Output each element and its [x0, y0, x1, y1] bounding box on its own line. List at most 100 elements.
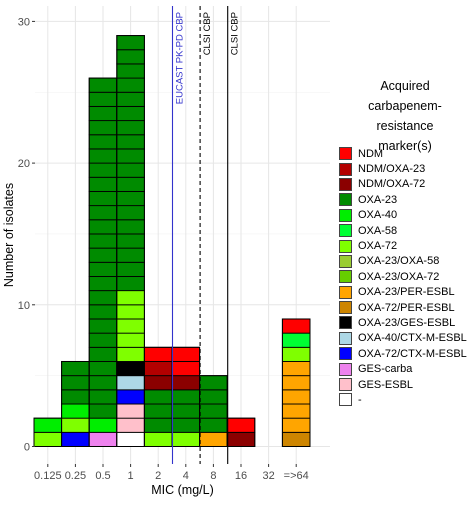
- bar-segment-oxa-23-0.5: [88, 77, 118, 93]
- legend-key: [339, 378, 352, 392]
- legend-key: [339, 147, 352, 161]
- bar-segment-oxa-23-4: [171, 389, 201, 405]
- bar-segment-oxa-72-1: [116, 290, 145, 306]
- x-tick-label: 16: [235, 470, 247, 482]
- legend-title: Acquired carbapenem- resistance marker(s…: [368, 79, 442, 153]
- bar-segment-ndm-oxa-72-4: [171, 375, 201, 391]
- bar-segment-oxa-72-1: [116, 346, 145, 362]
- legend-item: OXA-23/PER-ESBL: [339, 285, 467, 300]
- bar-segment-oxa-23-0.5: [88, 375, 118, 391]
- y-tick-label: 0: [24, 442, 30, 454]
- bar-segment-oxa-23-0.5: [88, 190, 118, 207]
- bar-segment-ndm-=>64: [281, 318, 311, 334]
- legend-label: OXA-23: [358, 193, 398, 206]
- x-tick-label: 1: [128, 470, 134, 482]
- legend-item: OXA-23/OXA-58: [339, 254, 467, 269]
- legend-item: OXA-23: [339, 192, 467, 207]
- legend-label: GES-ESBL: [358, 378, 414, 391]
- legend-key: [339, 224, 352, 238]
- legend-label: OXA-72: [358, 240, 398, 253]
- bar-segment-ndm-oxa-72-16: [226, 431, 256, 447]
- bar-segment-oxa-23-per-esbl-8: [199, 431, 228, 447]
- legend-key: [339, 285, 352, 299]
- bar-segment-oxa-23-1: [116, 91, 145, 107]
- legend-label: GES-carba: [358, 363, 413, 376]
- legend-item: OXA-40: [339, 208, 467, 223]
- x-tick-label: 0.25: [65, 470, 86, 482]
- x-tick-label: 8: [210, 470, 216, 482]
- bar-segment-ges-esbl-1: [116, 403, 145, 419]
- bar-segment-oxa-23-ges-esbl-1: [116, 361, 145, 377]
- bar-segment-oxa-23-1: [116, 276, 145, 292]
- legend-key: [339, 316, 352, 330]
- bar-segment-oxa-72-0.25: [61, 417, 90, 433]
- bar-outline: [281, 318, 311, 447]
- bar-segment-oxa-23-1: [116, 148, 145, 164]
- bar-segment-oxa-23-0.5: [88, 205, 118, 221]
- bar-segment-oxa-23-4: [171, 417, 201, 433]
- bar-segment-oxa-23-0.5: [88, 389, 118, 405]
- legend-label: NDM: [358, 147, 384, 160]
- legend-item: OXA-23/OXA-72: [339, 269, 467, 284]
- bar-segment-oxa-23-2: [143, 417, 173, 433]
- legend-key: [339, 301, 352, 315]
- legend-item: GES-carba: [339, 361, 467, 376]
- bar-segment-oxa-23-0.5: [88, 304, 118, 320]
- bar-segment-oxa-23-1: [116, 261, 145, 277]
- bar-segment-oxa-23-per-esbl-=>64: [281, 361, 311, 377]
- bar-segment-oxa-23-1: [116, 49, 145, 65]
- bar-segment-ndm-oxa-72-2: [143, 375, 173, 391]
- bar-segment-oxa-23-1: [116, 190, 145, 207]
- legend-label: OXA-23/OXA-72: [358, 270, 440, 283]
- legend-item: NDM/OXA-72: [339, 177, 467, 192]
- bar-segment-oxa-72-4: [171, 431, 201, 447]
- bar-segment-oxa-23-2: [143, 403, 173, 419]
- bar-segment-oxa-23-1: [116, 134, 145, 150]
- legend-item: GES-ESBL: [339, 377, 467, 392]
- x-tick-label: 2: [155, 470, 161, 482]
- legend-label: OXA-58: [358, 224, 398, 237]
- bar-segment-ges-carba-0.5: [88, 431, 118, 447]
- bar-segment-oxa-72-ctx-m-esbl-1: [116, 389, 145, 405]
- bar-segment-oxa-72-=>64: [281, 346, 311, 362]
- bar-segment-oxa-23-0.5: [88, 233, 118, 249]
- bar-segment-oxa-23-0.5: [88, 162, 118, 178]
- x-tick-label: 4: [183, 470, 189, 482]
- bar-segment-oxa-23-1: [116, 77, 145, 93]
- legend-label: OXA-72/PER-ESBL: [358, 301, 455, 314]
- x-tick-label: 0.5: [95, 470, 110, 482]
- bar-segment-oxa-23-0.5: [88, 290, 118, 306]
- bar-segment-oxa-23-0.5: [88, 105, 118, 122]
- bar-segment-oxa-23-0.5: [88, 261, 118, 277]
- bar-segment-oxa-23-0.5: [88, 276, 118, 292]
- legend-label: OXA-72/CTX-M-ESBL: [358, 347, 467, 360]
- bar-segment-oxa-40-0.125: [33, 417, 63, 433]
- legend: NDM NDM/OXA-23 NDM/OXA-72 OXA-23 OXA-40 OXA-5…: [339, 146, 467, 408]
- legend-key: [339, 177, 352, 191]
- bar-segment-oxa-23-0.5: [88, 361, 118, 377]
- bar-segment-oxa-58-=>64: [281, 332, 311, 348]
- bar-segment-oxa-23-1: [116, 176, 145, 192]
- legend-key: [339, 347, 352, 361]
- bar-segment-oxa-40-0.5: [88, 417, 118, 433]
- bar-segment-oxa-23-1: [116, 205, 145, 221]
- bar-segment-oxa-40-ctx-m-esbl-1: [116, 375, 145, 391]
- bar-segment-oxa-23-0.5: [88, 318, 118, 334]
- bar-segment-ndm-16: [226, 417, 256, 433]
- bar-segment-oxa-23-0.5: [88, 346, 118, 362]
- bar-segment-oxa-23-8: [199, 389, 228, 405]
- legend-key: [339, 331, 352, 345]
- bar-segment-oxa-40-0.25: [61, 403, 90, 419]
- y-tick-label: 30: [18, 16, 30, 28]
- bar-segment-oxa-23-0.5: [88, 176, 118, 192]
- bar-segment-oxa-23-1: [116, 105, 145, 122]
- y-tick-label: 20: [18, 158, 30, 170]
- legend-item: OXA-58: [339, 223, 467, 238]
- legend-label: OXA-23/GES-ESBL: [358, 316, 456, 329]
- bar-segment-oxa-23-1: [116, 35, 145, 51]
- bar-segment-oxa-23-8: [199, 375, 228, 391]
- x-axis-title: MIC (mg/L): [151, 483, 214, 497]
- bar-segment-oxa-72-1: [116, 318, 145, 334]
- legend-key: [339, 270, 352, 284]
